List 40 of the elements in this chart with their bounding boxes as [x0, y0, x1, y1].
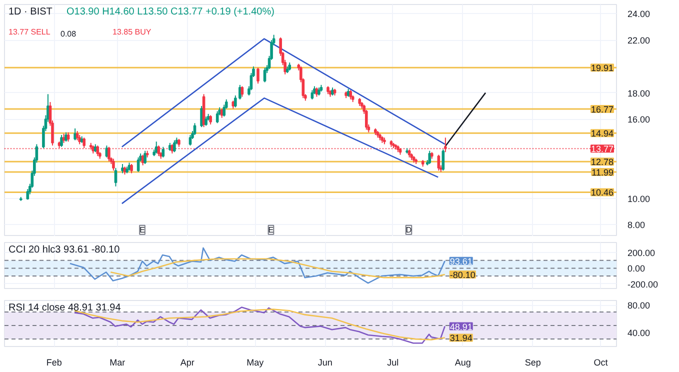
ref-line-label: 11.99 [592, 168, 614, 178]
ref-line-label: 12.78 [590, 157, 614, 168]
y-tick-label: 0.00 [628, 264, 646, 274]
ref-line-label: 19.91 [590, 63, 614, 74]
chart-title: RSI 14 close 48.91 31.94 [8, 302, 122, 314]
y-tick-label: 40.00 [628, 328, 650, 338]
y-tick-label: 18.00 [628, 88, 650, 98]
x-tick-label: Aug [454, 358, 471, 368]
y-tick-label: 10.00 [628, 194, 650, 204]
data-label: 31.94 [450, 333, 472, 344]
x-tick-label: Jul [387, 358, 399, 368]
y-tick-label: 22.00 [628, 36, 650, 46]
y-tick-label: 24.00 [628, 9, 650, 20]
ref-line-label: 14.94 [590, 128, 614, 139]
x-tick-label: Oct [594, 358, 608, 368]
data-label: -80.10 [450, 270, 476, 280]
y-tick-label: 8.00 [628, 220, 646, 230]
x-tick-label: Mar [110, 358, 126, 368]
chart-title: 1D · BIST [8, 6, 52, 18]
x-tick-label: Jun [318, 358, 332, 368]
y-tick-label: 200.00 [628, 248, 656, 258]
x-tick-label: Sep [524, 358, 541, 368]
ref-line-label: 10.46 [590, 188, 614, 198]
annotation: E [268, 225, 274, 234]
annotation: 0.08 [60, 30, 77, 38]
y-tick-label: 80.00 [628, 300, 650, 311]
ref-line-label: 16.77 [590, 104, 614, 115]
data-label: 93.61 [450, 256, 472, 266]
chart-title: CCI 20 hlc3 93.61 -80.10 [8, 244, 120, 256]
ref-line-label: 13.77 [590, 144, 614, 154]
data-label: 48.91 [450, 322, 472, 332]
annotation: 13.85 BUY [112, 28, 152, 36]
x-tick-label: Feb [46, 358, 62, 368]
x-tick-label: May [246, 358, 264, 368]
chart-subtitle: O13.90 H14.60 L13.50 C13.77 +0.19 (+1.40%) [66, 6, 274, 18]
y-tick-label: -200.00 [628, 279, 658, 290]
x-tick-label: Apr [180, 358, 194, 368]
annotation: D [406, 225, 412, 234]
y-tick-label: 16.00 [628, 114, 650, 125]
annotation: 13.77 SELL [8, 28, 51, 36]
